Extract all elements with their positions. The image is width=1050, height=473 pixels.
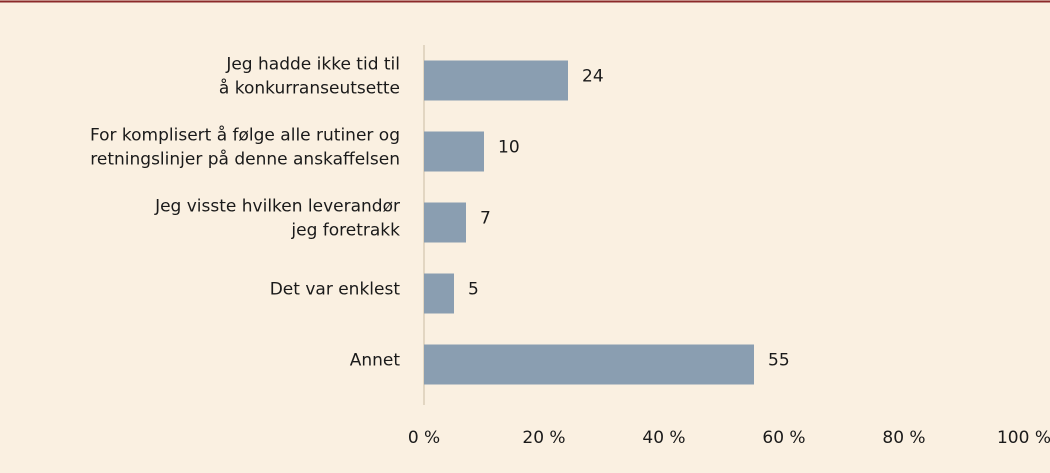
x-tick-label: 100 % (997, 428, 1050, 448)
y-tick-label: retningslinjer på denne anskaffelsen (90, 149, 400, 170)
x-tick-label: 40 % (642, 428, 685, 448)
x-tick-label: 20 % (522, 428, 565, 448)
data-label: 5 (468, 280, 479, 300)
y-tick-label: For komplisert å følge alle rutiner og (90, 125, 400, 146)
x-tick-label: 60 % (762, 428, 805, 448)
y-tick-label: Jeg hadde ikke tid til (225, 55, 400, 75)
data-label: 10 (498, 138, 520, 158)
x-tick-label: 80 % (882, 428, 925, 448)
y-tick-label: Det var enklest (270, 280, 401, 300)
bar (424, 60, 568, 101)
data-label: 55 (768, 351, 790, 371)
data-label: 24 (582, 67, 604, 87)
x-tick-label: 0 % (408, 428, 440, 448)
bar (424, 344, 754, 385)
y-tick-label: Annet (350, 351, 401, 371)
bar (424, 202, 466, 243)
bar (424, 131, 484, 172)
y-tick-label: Jeg visste hvilken leverandør (154, 197, 400, 217)
y-tick-label: å konkurranseutsette (219, 78, 400, 99)
data-label: 7 (480, 209, 491, 229)
bar (424, 273, 454, 314)
y-tick-label: jeg foretrakk (290, 221, 400, 241)
